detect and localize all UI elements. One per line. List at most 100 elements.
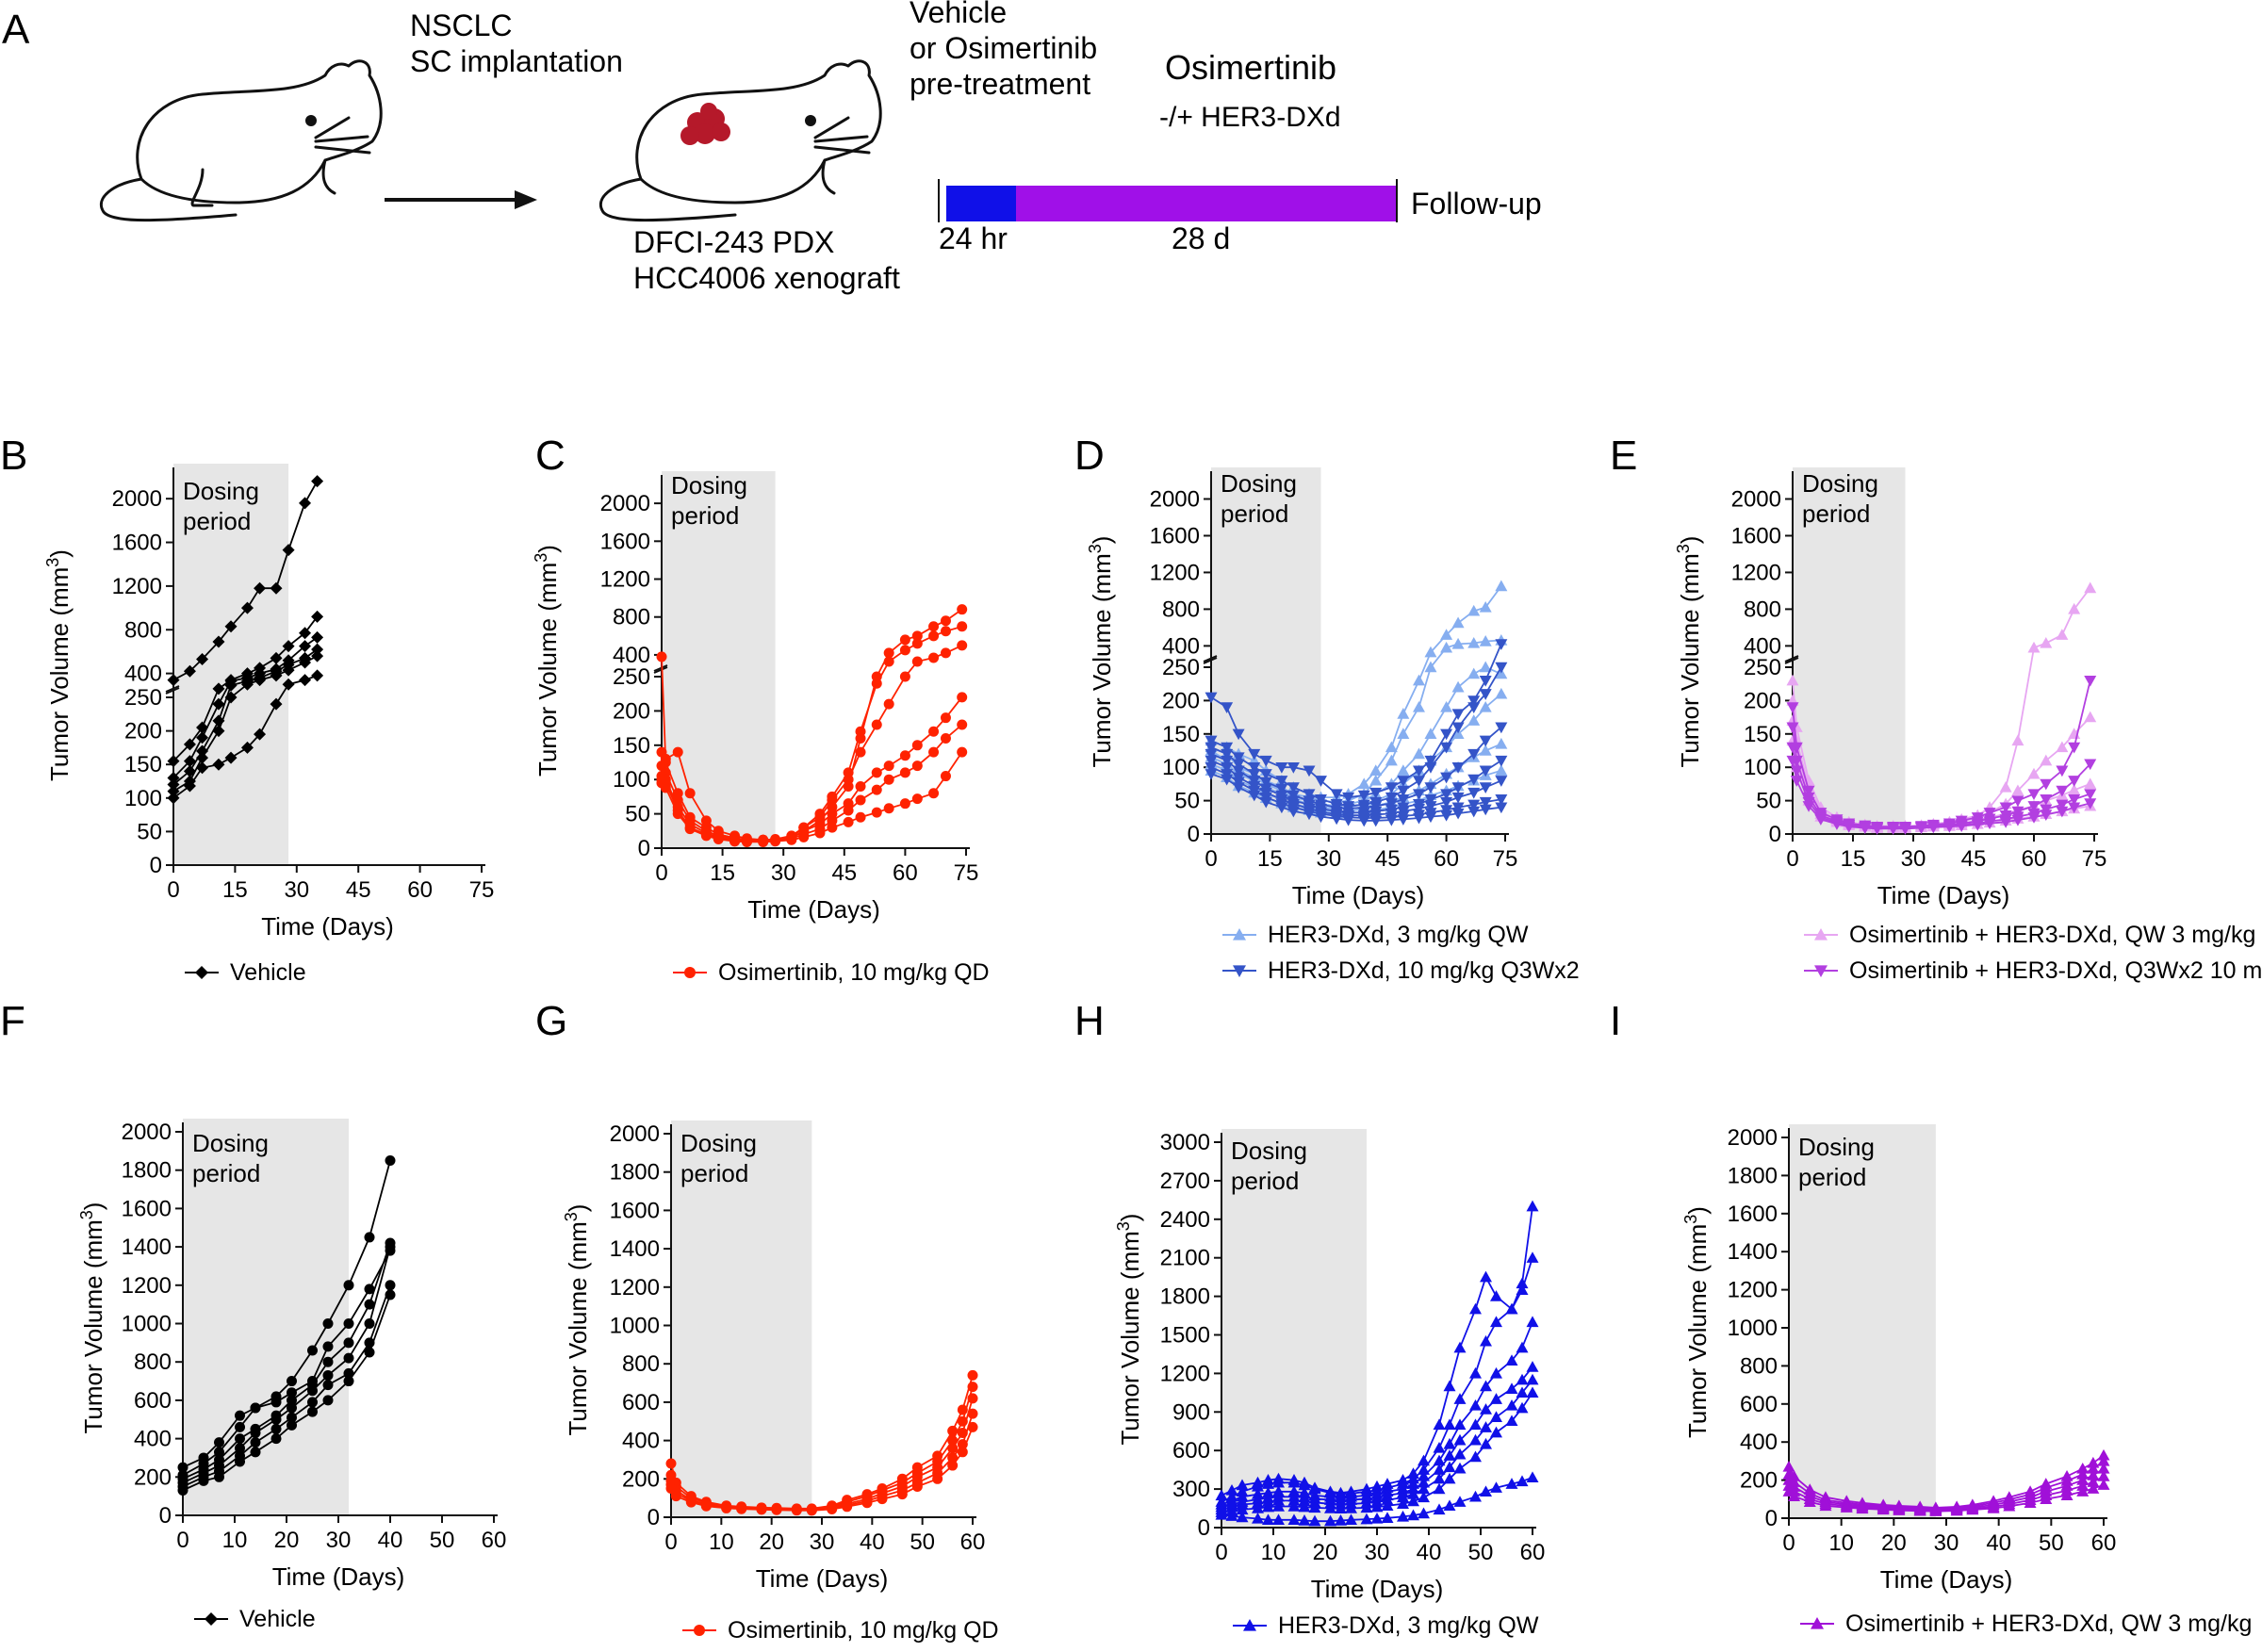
x-tick-label: 60 xyxy=(482,1528,507,1553)
legend-label: Osimertinib + HER3-DXd, QW 3 mg/kg xyxy=(1849,922,2255,948)
data-point xyxy=(1424,782,1437,793)
y-axis-label-text: Tumor Volume (mm xyxy=(79,1219,107,1433)
data-point xyxy=(287,1387,297,1398)
data-point xyxy=(385,1289,396,1300)
legend-item: Osimertinib + HER3-DXd, Q3Wx2 10 mg/kg xyxy=(1804,957,2262,984)
y-axis-label-close: ) xyxy=(1088,536,1116,545)
data-point xyxy=(855,811,866,823)
y-tick-label: 150 xyxy=(1744,722,1781,747)
mouse-tumor-icon xyxy=(599,59,882,222)
series-0 xyxy=(167,475,324,687)
x-tick-label: 60 xyxy=(1434,846,1459,872)
data-point xyxy=(1526,1251,1539,1263)
data-point xyxy=(235,1410,245,1421)
data-point xyxy=(1971,819,1984,831)
data-point xyxy=(1782,1474,1795,1485)
y-axis-label-close: ) xyxy=(79,1202,107,1211)
data-point xyxy=(827,822,838,833)
data-point xyxy=(196,751,209,764)
data-point xyxy=(685,1497,697,1508)
data-point xyxy=(299,640,312,653)
data-point xyxy=(322,1395,334,1406)
data-point xyxy=(855,794,866,806)
period-label: period xyxy=(671,501,739,530)
dosing-label: Dosing xyxy=(1802,469,1878,498)
y-tick-label: 1000 xyxy=(610,1314,660,1339)
y-tick-label: 1200 xyxy=(1728,1278,1778,1303)
data-point xyxy=(1479,796,1492,809)
x-tick-label: 0 xyxy=(1782,1530,1795,1556)
x-tick-label: 0 xyxy=(1215,1540,1227,1565)
data-point xyxy=(2040,810,2053,821)
dosing-label: Dosing xyxy=(1798,1133,1875,1161)
data-point xyxy=(270,651,283,664)
y-tick-label: 1600 xyxy=(600,529,650,554)
data-point xyxy=(235,1443,245,1454)
data-point xyxy=(198,1475,209,1486)
data-point xyxy=(1999,780,2012,793)
data-point xyxy=(1433,1464,1446,1475)
data-point xyxy=(1397,793,1410,806)
x-tick-label: 30 xyxy=(1316,846,1341,872)
data-point xyxy=(1287,1476,1301,1488)
data-point xyxy=(1369,764,1383,776)
y-axis-label-text: Tumor Volume (mm xyxy=(1683,1224,1712,1438)
data-point xyxy=(1490,1411,1502,1422)
data-point xyxy=(214,1447,224,1458)
y-axis-label: Tumor Volume (mm3) xyxy=(1086,536,1116,768)
legend-item: HER3-DXd, 10 mg/kg Q3Wx2 xyxy=(1222,957,1580,984)
mouse-icon xyxy=(100,59,383,222)
data-point xyxy=(1252,1480,1264,1492)
data-point xyxy=(967,1408,978,1419)
data-point xyxy=(1385,814,1398,826)
data-point xyxy=(1516,1284,1529,1295)
data-point xyxy=(1480,1437,1492,1449)
y-tick-label: 200 xyxy=(134,1464,172,1490)
dosing-label: Dosing xyxy=(671,471,747,499)
data-point xyxy=(1275,762,1288,774)
data-point xyxy=(883,761,894,772)
data-point xyxy=(1966,1503,1979,1515)
data-point xyxy=(1418,1469,1430,1481)
data-point xyxy=(364,1284,375,1295)
data-point xyxy=(212,635,225,648)
data-point xyxy=(2040,1493,2053,1504)
y-axis-label-sup: 3 xyxy=(43,558,62,567)
data-point xyxy=(1205,742,1218,754)
data-point xyxy=(2027,789,2041,801)
data-point xyxy=(2097,1470,2110,1481)
data-point xyxy=(928,746,940,758)
data-point xyxy=(947,1452,959,1464)
data-point xyxy=(1440,772,1453,784)
data-point xyxy=(1335,1502,1347,1514)
y-axis-label-text: Tumor Volume (mm xyxy=(564,1221,592,1435)
data-point xyxy=(177,1462,188,1473)
data-point xyxy=(1412,747,1425,760)
data-point xyxy=(1221,762,1234,774)
data-point xyxy=(385,1280,396,1291)
data-point xyxy=(250,1447,261,1458)
y-tick-label: 3000 xyxy=(1160,1130,1210,1155)
data-point xyxy=(167,792,180,805)
data-point xyxy=(1360,1513,1373,1525)
data-point xyxy=(1505,1398,1518,1411)
data-point xyxy=(1451,616,1465,629)
data-point xyxy=(1385,782,1398,793)
data-point xyxy=(1856,1502,1869,1514)
data-point xyxy=(928,726,940,737)
y-tick-label: 1600 xyxy=(1731,523,1781,548)
data-point xyxy=(282,663,295,677)
data-point xyxy=(1248,748,1261,761)
data-point xyxy=(1987,1501,2000,1513)
data-point xyxy=(1330,813,1343,826)
data-point xyxy=(871,784,882,795)
data-point xyxy=(1433,1503,1446,1515)
x-axis-label: Time (Days) xyxy=(1880,1565,2013,1594)
series-6 xyxy=(1205,639,1508,804)
legend-label: Osimertinib + HER3-DXd, Q3Wx2 10 mg/kg xyxy=(1849,957,2262,984)
data-point xyxy=(899,798,910,810)
y-tick-label: 2000 xyxy=(112,486,162,512)
data-point xyxy=(883,803,894,814)
